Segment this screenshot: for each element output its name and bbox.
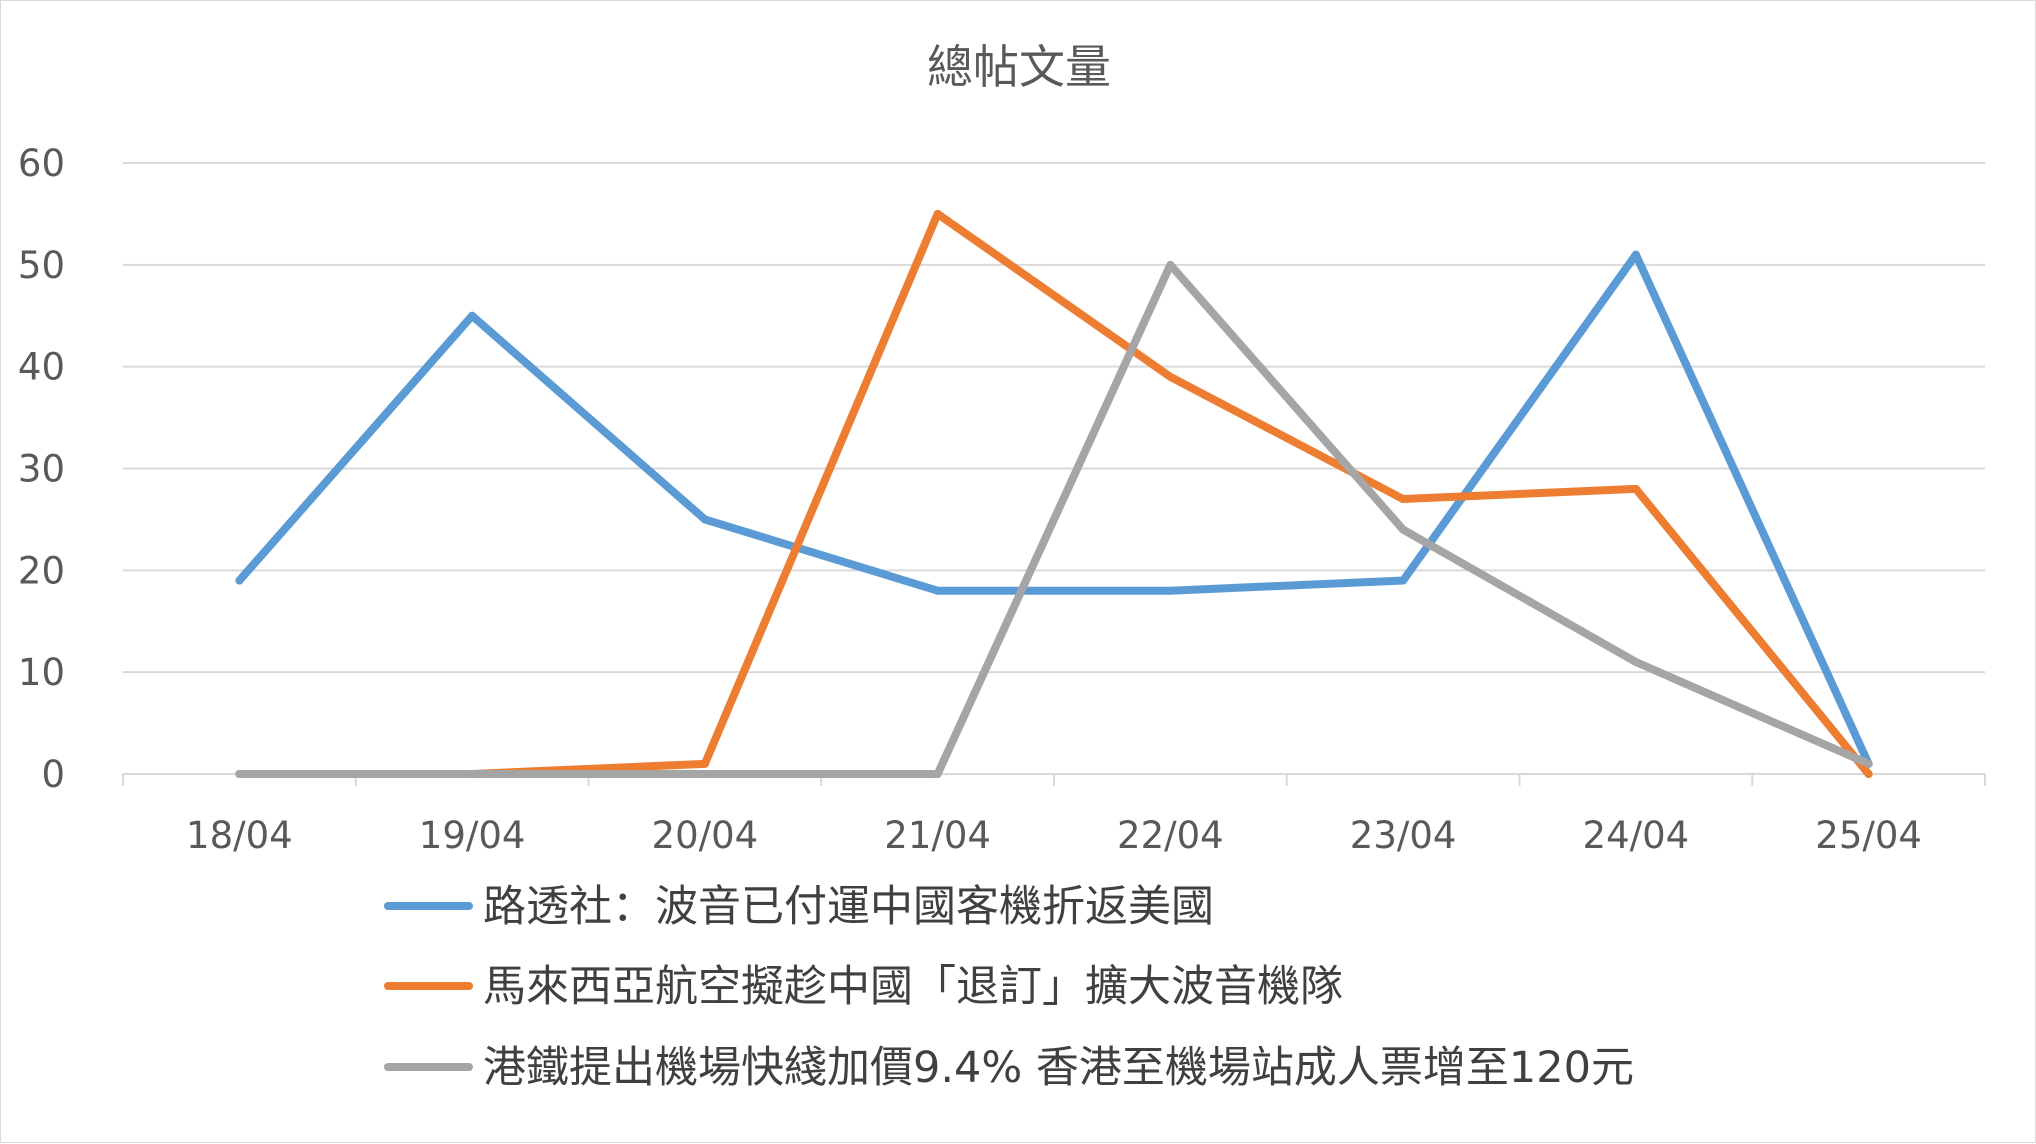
data-point bbox=[1399, 525, 1408, 534]
data-point bbox=[235, 770, 244, 778]
data-point bbox=[468, 311, 477, 320]
series-2 bbox=[235, 209, 1873, 778]
data-point bbox=[1864, 759, 1873, 768]
x-axis-tick-labels: 18/04 19/04 20/04 21/04 22/04 23/04 24/04 25/04 bbox=[186, 814, 1922, 857]
data-point bbox=[1631, 250, 1640, 259]
series-lines bbox=[235, 209, 1873, 778]
y-tick-label: 40 bbox=[18, 346, 65, 389]
x-tick-label: 24/04 bbox=[1583, 814, 1690, 857]
series-3 bbox=[235, 260, 1873, 778]
data-point bbox=[1631, 484, 1640, 493]
series-1 bbox=[235, 250, 1873, 768]
y-tick-label: 30 bbox=[18, 448, 65, 491]
legend-item: 馬來西亞航空擬趁中國「退訂」擴大波音機隊 bbox=[384, 962, 1343, 1012]
y-tick-label: 50 bbox=[18, 244, 65, 287]
data-point bbox=[700, 770, 709, 778]
x-tick-label: 18/04 bbox=[186, 814, 293, 857]
data-point bbox=[235, 576, 244, 585]
x-tick-label: 20/04 bbox=[652, 814, 759, 857]
data-point bbox=[933, 586, 942, 595]
x-tick-label: 23/04 bbox=[1350, 814, 1457, 857]
gridlines bbox=[123, 162, 1985, 674]
series-line bbox=[235, 209, 1873, 778]
y-tick-label: 60 bbox=[18, 142, 65, 185]
legend: 路透社：波音已付運中國客機折返美國馬來西亞航空擬趁中國「退訂」擴大波音機隊港鐵提… bbox=[384, 882, 1634, 1093]
y-tick-label: 10 bbox=[18, 651, 65, 694]
data-point bbox=[933, 209, 942, 218]
series-line bbox=[235, 250, 1873, 768]
y-tick-label: 0 bbox=[41, 753, 65, 796]
data-point bbox=[700, 515, 709, 524]
data-point bbox=[1864, 770, 1873, 778]
x-tick-label: 25/04 bbox=[1815, 814, 1922, 857]
series-line bbox=[235, 260, 1873, 778]
x-tick-label: 22/04 bbox=[1117, 814, 1224, 857]
data-point bbox=[1166, 260, 1175, 269]
legend-item: 港鐵提出機場快綫加價9.4% 香港至機場站成人票增至120元 bbox=[384, 1043, 1634, 1093]
data-point bbox=[468, 770, 477, 778]
chart-title: 總帖文量 bbox=[927, 40, 1111, 94]
y-axis-tick-labels: 0 10 20 30 40 50 60 bbox=[18, 142, 65, 796]
legend-label: 路透社：波音已付運中國客機折返美國 bbox=[483, 882, 1214, 932]
data-point bbox=[1399, 576, 1408, 585]
data-point bbox=[1399, 495, 1408, 504]
legend-label: 馬來西亞航空擬趁中國「退訂」擴大波音機隊 bbox=[483, 962, 1343, 1012]
x-tick-label: 19/04 bbox=[419, 814, 526, 857]
data-point bbox=[1166, 372, 1175, 381]
y-tick-label: 20 bbox=[18, 549, 65, 592]
data-point bbox=[1631, 657, 1640, 666]
data-point bbox=[933, 770, 942, 778]
x-tick-label: 21/04 bbox=[884, 814, 991, 857]
data-point bbox=[700, 759, 709, 768]
legend-label: 港鐵提出機場快綫加價9.4% 香港至機場站成人票增至120元 bbox=[483, 1043, 1634, 1093]
data-point bbox=[1166, 586, 1175, 595]
legend-item: 路透社：波音已付運中國客機折返美國 bbox=[384, 882, 1214, 932]
